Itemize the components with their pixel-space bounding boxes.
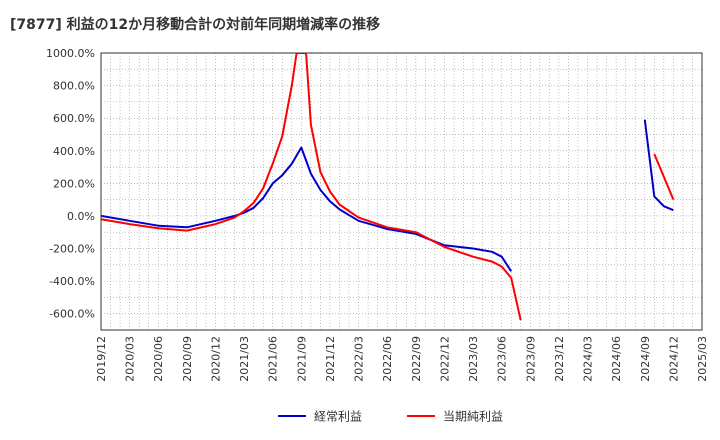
- x-tick-label: 2022/12: [438, 336, 451, 382]
- x-tick-label: 2021/12: [324, 336, 337, 382]
- x-tick-label: 2020/03: [124, 336, 137, 382]
- x-tick-label: 2025/03: [696, 336, 709, 382]
- y-tick-label: 1000.0%: [46, 47, 95, 60]
- plot-background: [101, 53, 702, 330]
- legend-label: 経常利益: [314, 410, 362, 424]
- x-tick-label: 2019/12: [95, 336, 108, 382]
- legend-label: 当期純利益: [443, 410, 503, 424]
- x-tick-label: 2023/06: [496, 336, 509, 382]
- plot-border: [100, 52, 703, 331]
- x-tick-label: 2024/12: [667, 336, 680, 382]
- legend: 経常利益 当期純利益: [278, 410, 503, 424]
- y-tick-label: 800.0%: [53, 80, 95, 93]
- x-tick-label: 2023/09: [524, 336, 537, 382]
- x-tick-label: 2021/06: [267, 336, 280, 382]
- x-tick-label: 2023/12: [553, 336, 566, 382]
- x-tick-label: 2022/03: [353, 336, 366, 382]
- y-tick-label: 400.0%: [53, 145, 95, 158]
- x-tick-label: 2020/12: [209, 336, 222, 382]
- x-tick-label: 2024/03: [582, 336, 595, 382]
- x-tick-label: 2020/09: [181, 336, 194, 382]
- x-tick-label: 2021/03: [238, 336, 251, 382]
- x-tick-label: 2023/03: [467, 336, 480, 382]
- y-tick-label: -600.0%: [49, 308, 95, 321]
- y-tick-label: 600.0%: [53, 112, 95, 125]
- series-line-1: [101, 119, 674, 272]
- axes: 1000.0% 800.0% 600.0% 400.0% 200.0% 0.0% -200.…: [46, 47, 709, 382]
- y-tick-label: -400.0%: [49, 275, 95, 288]
- x-tick-label: 2022/06: [381, 336, 394, 382]
- x-tick-label: 2022/09: [410, 336, 423, 382]
- y-tick-label: -200.0%: [49, 243, 95, 256]
- x-tick-label: 2024/09: [639, 336, 652, 382]
- grid: [101, 53, 702, 330]
- chart-title: [7877] 利益の12か月移動合計の対前年同期増減率の推移: [10, 17, 381, 33]
- series-layer: [101, 53, 675, 321]
- plot-area: [101, 53, 702, 330]
- series-line-2: [101, 53, 675, 321]
- x-tick-label: 2020/06: [152, 336, 165, 382]
- y-tick-label: 200.0%: [53, 177, 95, 190]
- y-tick-label: 0.0%: [67, 210, 95, 223]
- x-tick-label: 2024/06: [610, 336, 623, 382]
- x-tick-label: 2021/09: [295, 336, 308, 382]
